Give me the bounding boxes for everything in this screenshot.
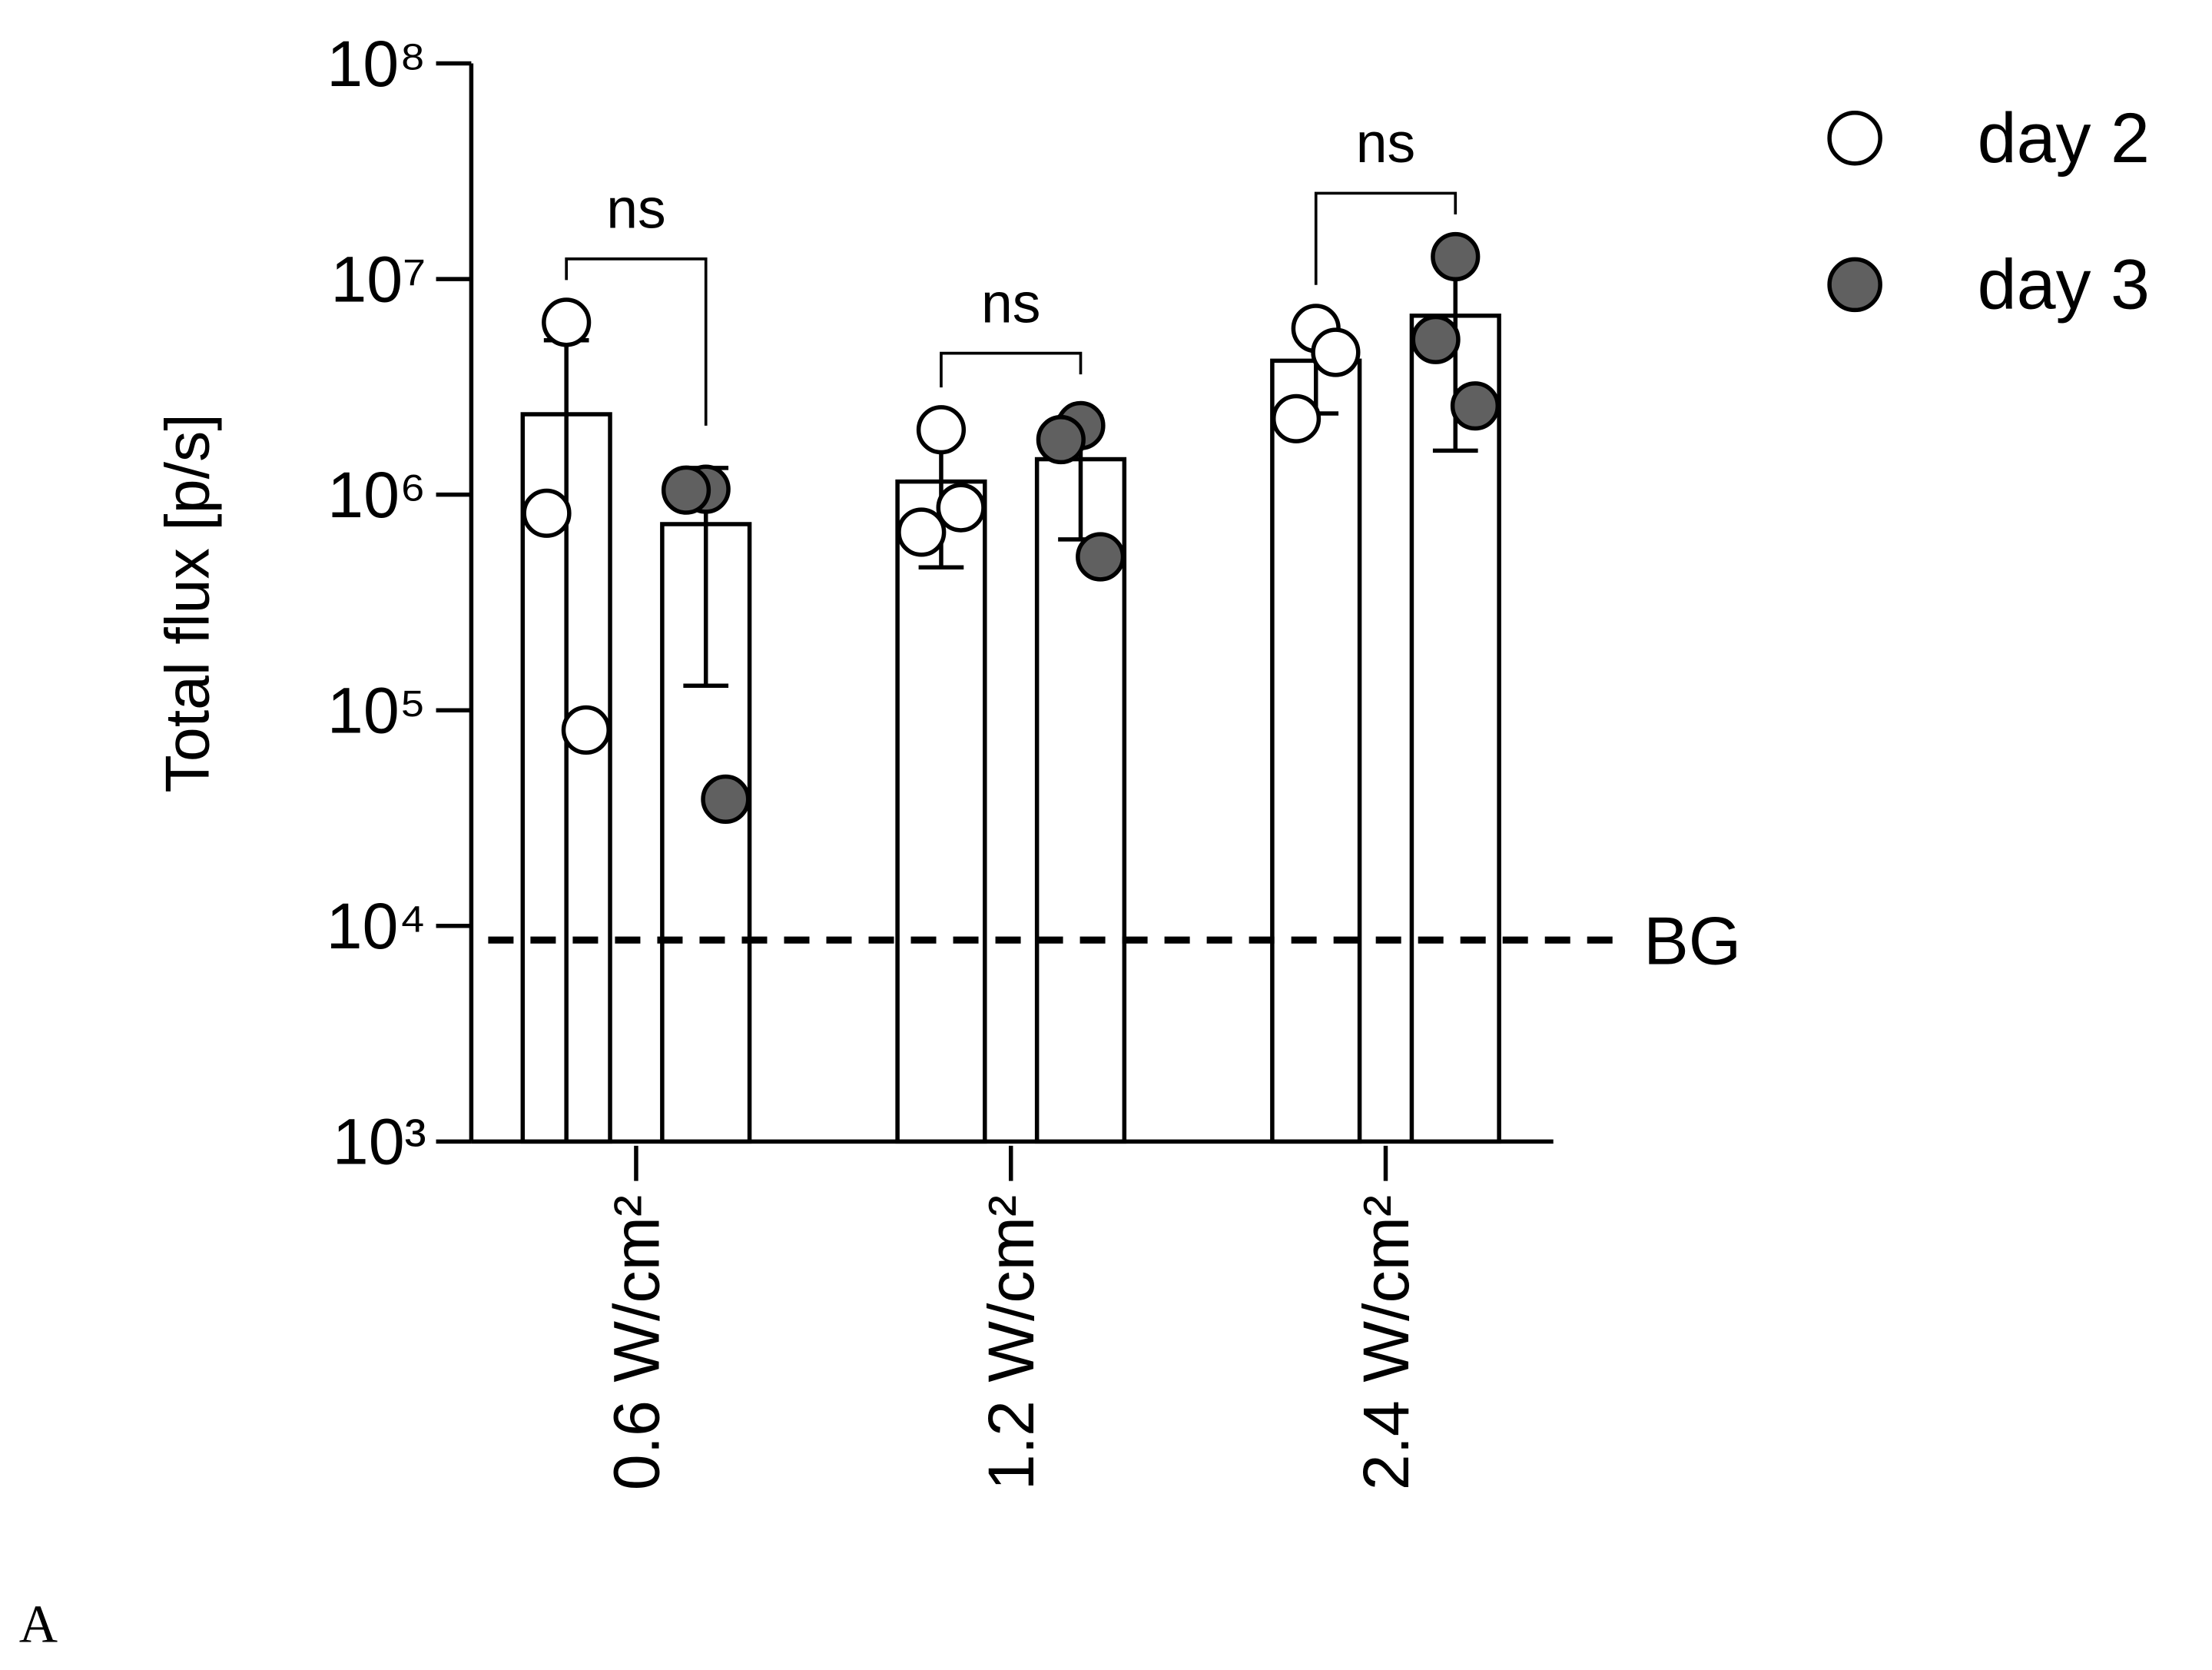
y-axis-label: Total flux [p/s] (154, 413, 223, 792)
x-tick-label: 2.4 W/cm² (1350, 1195, 1422, 1490)
data-point (522, 488, 572, 538)
legend-label: day 2 (1978, 99, 2150, 178)
background-label: BG (1643, 902, 1741, 978)
y-tick-label: 10⁷ (330, 243, 426, 315)
y-tick-label: 10⁶ (327, 459, 426, 531)
data-point (1271, 393, 1322, 443)
data-point (1311, 327, 1361, 377)
panel-label: A (19, 1595, 58, 1654)
legend-marker (1827, 257, 1882, 313)
data-point (542, 297, 592, 347)
legend-marker (1827, 110, 1882, 166)
data-point (701, 774, 751, 824)
significance-label: ns (606, 178, 665, 241)
significance-label: ns (1356, 111, 1415, 174)
bar (895, 479, 987, 1144)
data-point (661, 465, 711, 515)
data-point (561, 705, 611, 755)
y-tick-label: 10⁵ (327, 675, 426, 747)
legend-label: day 3 (1978, 246, 2150, 324)
significance-label: ns (981, 271, 1040, 334)
x-tick-label: 1.2 W/cm² (975, 1195, 1047, 1490)
data-point (1076, 532, 1126, 582)
x-tick-label: 0.6 W/cm² (600, 1195, 672, 1490)
data-point (916, 405, 967, 455)
significance-bracket (565, 257, 708, 426)
bar (1270, 358, 1362, 1144)
data-point (1431, 231, 1481, 282)
data-point (1036, 414, 1086, 465)
y-tick-label: 10⁸ (327, 28, 426, 100)
y-tick-label: 10³ (333, 1106, 426, 1178)
significance-bracket (940, 351, 1083, 388)
y-tick-label: 10⁴ (327, 890, 426, 962)
data-point (936, 483, 986, 533)
data-point (897, 507, 947, 557)
significance-bracket (1314, 191, 1458, 285)
data-point (1411, 314, 1461, 364)
data-point (1450, 381, 1501, 431)
